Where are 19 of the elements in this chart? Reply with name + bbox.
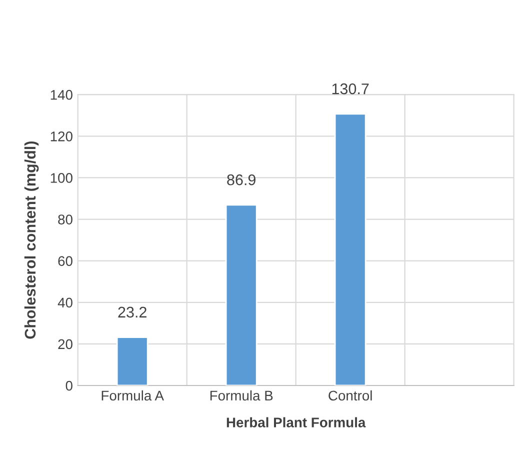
- y-tick-label: 20: [58, 339, 72, 350]
- y-axis-title: Cholesterol content (mg/dl): [24, 141, 39, 339]
- bar: [225, 204, 258, 386]
- data-label: 130.7: [332, 83, 369, 94]
- data-label: 86.9: [227, 174, 256, 186]
- y-tick-label: 120: [50, 131, 72, 142]
- x-tick-label: Formula B: [210, 390, 273, 401]
- y-tick-label: 100: [50, 173, 72, 183]
- y-tick-label: 0: [66, 380, 72, 391]
- x-tick-label: Formula A: [102, 390, 164, 401]
- y-tick-label: 140: [50, 90, 72, 100]
- data-label: 23.2: [118, 306, 146, 318]
- x-axis-title: Herbal Plant Formula: [226, 417, 366, 428]
- y-tick-label: 80: [58, 214, 72, 224]
- x-tick-label: Control: [328, 390, 372, 401]
- bar: [334, 113, 366, 386]
- bar: [116, 336, 148, 386]
- y-tick-label: 60: [58, 256, 72, 266]
- y-tick-label: 40: [58, 298, 72, 308]
